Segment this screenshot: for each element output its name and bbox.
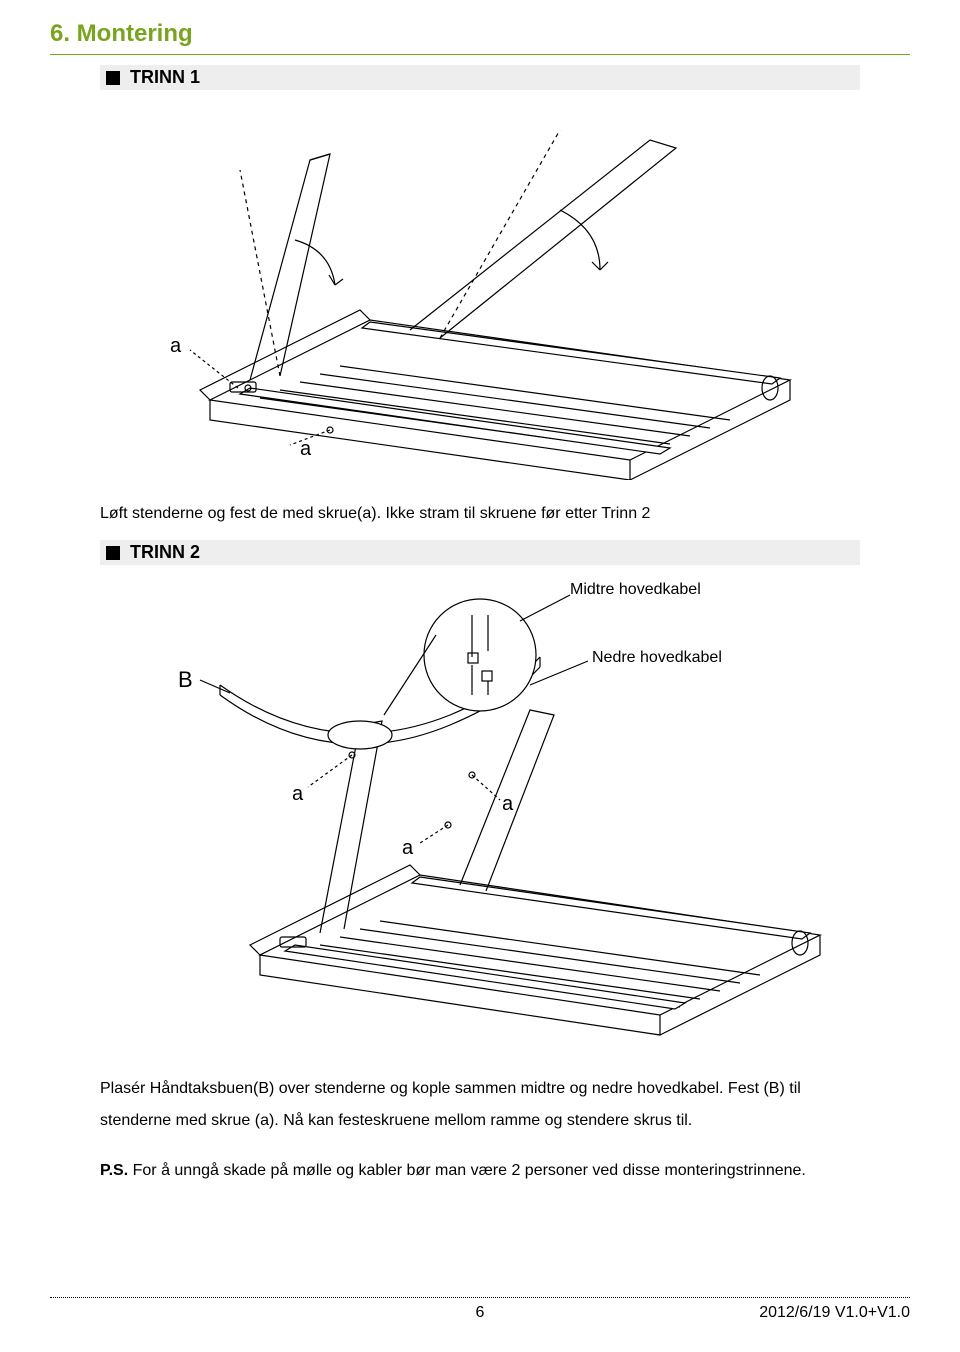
step1-label: TRINN 1 xyxy=(130,67,200,88)
page-number: 6 xyxy=(250,1304,710,1322)
title-rule xyxy=(50,54,910,55)
label-a2: a xyxy=(300,438,311,461)
ps-prefix: P.S. xyxy=(100,1162,128,1179)
treadmill-step2-svg xyxy=(100,575,860,1055)
title-text: 6. Montering xyxy=(50,20,193,47)
step1-header: TRINN 1 xyxy=(100,65,860,90)
label-a2-s2: a xyxy=(502,793,513,816)
label-a1-s2: a xyxy=(292,783,303,806)
step2-label: TRINN 2 xyxy=(130,542,200,563)
diagram-trinn1: a a xyxy=(130,100,830,480)
paragraph-3: P.S. For å unngå skade på mølle og kable… xyxy=(100,1155,860,1187)
bullet-icon xyxy=(106,546,120,560)
ps-rest: For å unngå skade på mølle og kabler bør… xyxy=(128,1162,806,1179)
paragraph-1: Løft stenderne og fest de med skrue(a). … xyxy=(100,498,860,530)
version-text: 2012/6/19 V1.0+V1.0 xyxy=(710,1304,910,1322)
callout-midtre: Midtre hovedkabel xyxy=(570,581,701,599)
label-a1: a xyxy=(170,335,181,358)
paragraph-2: Plasér Håndtaksbuen(B) over stenderne og… xyxy=(100,1073,860,1137)
diagram-trinn2: Midtre hovedkabel Nedre hovedkabel B a a… xyxy=(100,575,860,1055)
label-a3-s2: a xyxy=(402,837,413,860)
label-B: B xyxy=(178,667,193,693)
page-footer: 6 2012/6/19 V1.0+V1.0 xyxy=(50,1297,910,1322)
page-title: 6. Montering xyxy=(0,0,960,54)
bullet-icon xyxy=(106,71,120,85)
callout-nedre: Nedre hovedkabel xyxy=(592,649,722,667)
treadmill-step1-svg xyxy=(130,100,830,480)
step2-header: TRINN 2 xyxy=(100,540,860,565)
